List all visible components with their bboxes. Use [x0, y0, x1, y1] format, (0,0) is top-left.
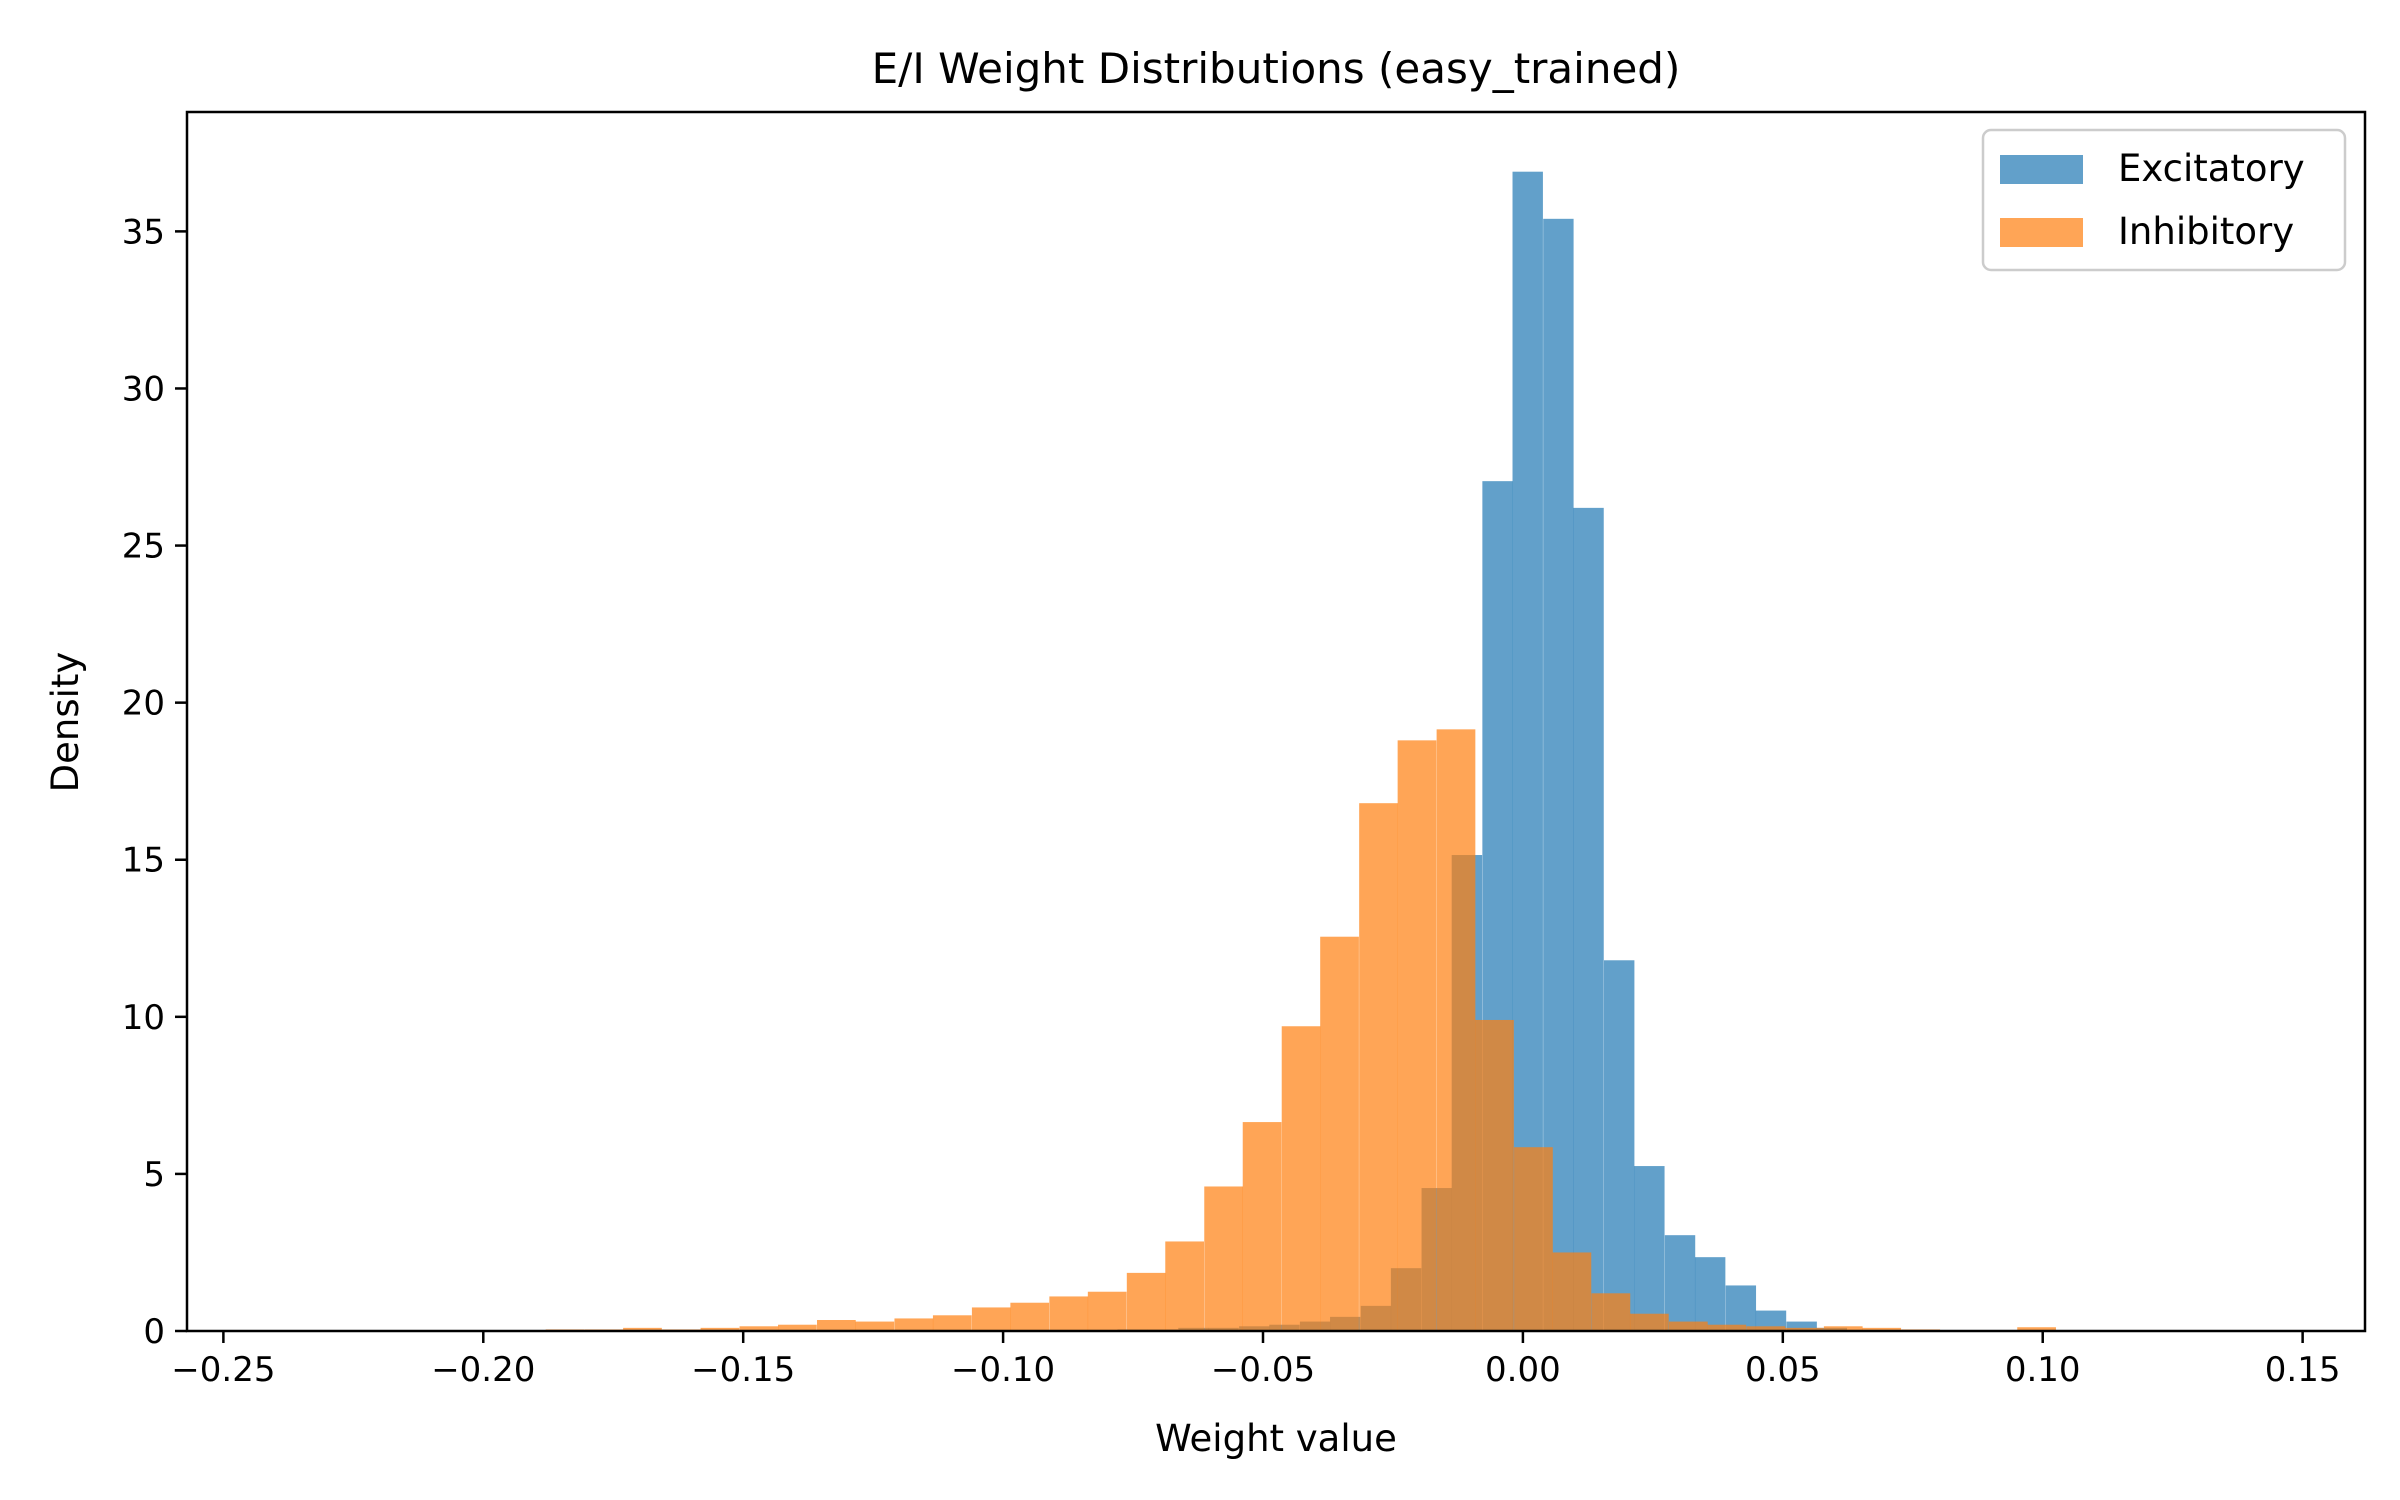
- excitatory-bar: [1664, 1235, 1696, 1331]
- inhibitory-bar: [739, 1326, 779, 1331]
- x-tick-label: −0.10: [951, 1350, 1055, 1390]
- excitatory-bar: [1543, 218, 1574, 1331]
- inhibitory-bar: [1281, 1026, 1321, 1331]
- excitatory-bar: [1694, 1257, 1726, 1331]
- inhibitory-bar: [1475, 1019, 1514, 1331]
- inhibitory-bar: [1746, 1326, 1786, 1331]
- y-tick-label: 10: [122, 998, 165, 1038]
- inhibitory-bar: [1668, 1321, 1708, 1331]
- inhibitory-bar: [623, 1327, 662, 1331]
- chart-title: E/I Weight Distributions (easy_trained): [872, 44, 1681, 93]
- y-axis-ticks: 0 5 10 15 20 25 30 35: [122, 212, 187, 1352]
- inhibitory-bar: [1126, 1272, 1166, 1331]
- inhibitory-bar: [1514, 1147, 1553, 1331]
- y-tick-label: 15: [122, 841, 165, 881]
- inhibitory-bar: [1242, 1122, 1282, 1331]
- x-tick-label: 0.10: [2005, 1350, 2081, 1390]
- excitatory-bar: [1725, 1285, 1757, 1331]
- inhibitory-bar: [1397, 740, 1437, 1331]
- inhibitory-bar: [894, 1318, 934, 1331]
- inhibitory-bar: [1591, 1293, 1631, 1331]
- x-tick-label: 0.05: [1745, 1350, 1821, 1390]
- y-tick-label: 20: [122, 684, 165, 724]
- inhibitory-bar: [700, 1327, 740, 1331]
- x-tick-label: −0.05: [1211, 1350, 1315, 1390]
- y-tick-label: 35: [122, 212, 165, 252]
- legend-swatch-inhibitory: [2000, 218, 2083, 247]
- excitatory-bar: [1512, 171, 1543, 1331]
- inhibitory-bar: [778, 1324, 817, 1331]
- x-axis-label: Weight value: [1155, 1417, 1397, 1460]
- y-tick-label: 5: [143, 1155, 165, 1195]
- inhibitory-bars: [545, 729, 2056, 1331]
- inhibitory-bar: [1552, 1252, 1592, 1331]
- x-tick-label: 0.15: [2265, 1350, 2341, 1390]
- legend-label-excitatory: Excitatory: [2118, 147, 2305, 190]
- inhibitory-bar: [1049, 1296, 1089, 1331]
- excitatory-bar: [1755, 1310, 1787, 1331]
- plot-frame: [185, 110, 2367, 1333]
- x-axis-ticks: −0.25 −0.20 −0.15 −0.10 −0.05 0.00 0.05 0.10 0.1…: [171, 1331, 2340, 1390]
- y-tick-label: 0: [143, 1312, 165, 1352]
- inhibitory-bar: [1359, 803, 1398, 1331]
- excitatory-bar: [1634, 1166, 1665, 1331]
- legend-label-inhibitory: Inhibitory: [2118, 210, 2294, 253]
- inhibitory-bar: [1320, 936, 1359, 1331]
- inhibitory-bar: [971, 1307, 1011, 1331]
- inhibitory-bar: [1707, 1324, 1747, 1331]
- inhibitory-bar: [1204, 1186, 1243, 1331]
- legend: Excitatory Inhibitory: [1981, 128, 2347, 272]
- x-tick-label: −0.25: [171, 1350, 275, 1390]
- y-tick-label: 30: [122, 369, 165, 409]
- legend-swatch-excitatory: [2000, 155, 2083, 184]
- excitatory-bar: [1603, 960, 1635, 1331]
- excitatory-bar: [1573, 507, 1604, 1331]
- inhibitory-bar: [1784, 1327, 1824, 1331]
- inhibitory-bar: [1823, 1326, 1863, 1331]
- inhibitory-bar: [1436, 729, 1476, 1331]
- inhibitory-bar: [817, 1320, 856, 1331]
- y-tick-label: 25: [122, 527, 165, 567]
- inhibitory-bar: [932, 1315, 972, 1331]
- x-tick-label: 0.00: [1485, 1350, 1561, 1390]
- inhibitory-bar: [1165, 1241, 1205, 1331]
- x-tick-label: −0.15: [691, 1350, 795, 1390]
- excitatory-bar: [1786, 1321, 1817, 1331]
- inhibitory-bar: [1010, 1302, 1050, 1331]
- inhibitory-bar: [1087, 1291, 1127, 1331]
- x-tick-label: −0.20: [431, 1350, 535, 1390]
- inhibitory-bar: [855, 1321, 895, 1331]
- inhibitory-bar: [2017, 1327, 2056, 1331]
- y-axis-label: Density: [44, 652, 87, 793]
- inhibitory-bar: [1629, 1313, 1669, 1331]
- inhibitory-bar: [1862, 1327, 1902, 1331]
